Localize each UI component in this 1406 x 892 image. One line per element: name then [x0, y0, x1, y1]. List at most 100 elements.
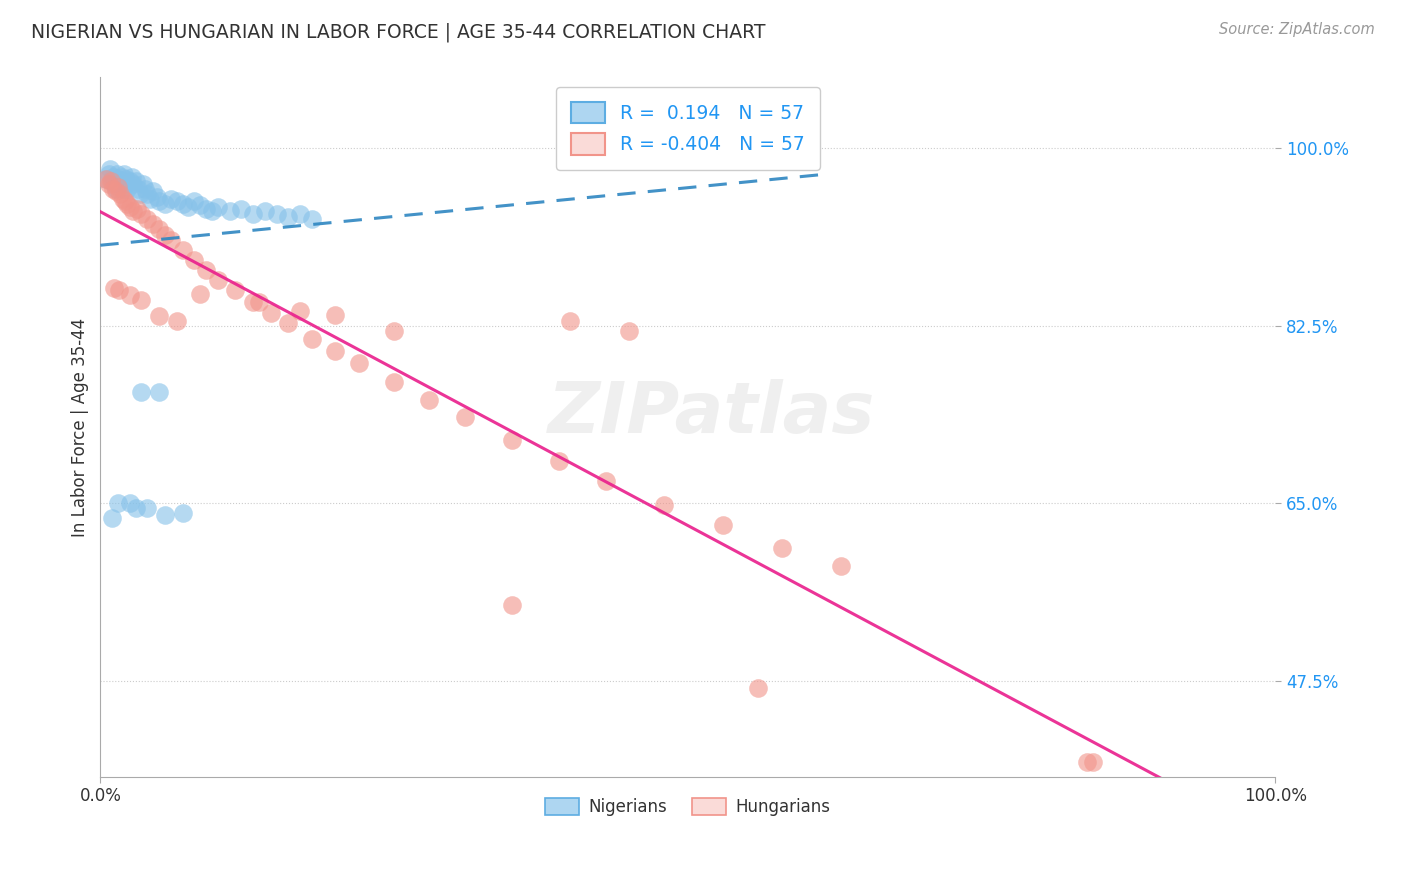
Point	[136, 187, 159, 202]
Point	[301, 212, 323, 227]
Point	[747, 681, 769, 695]
Point	[195, 202, 218, 217]
Point	[108, 283, 131, 297]
Text: NIGERIAN VS HUNGARIAN IN LABOR FORCE | AGE 35-44 CORRELATION CHART: NIGERIAN VS HUNGARIAN IN LABOR FORCE | A…	[31, 22, 765, 42]
Point	[183, 252, 205, 267]
Point	[112, 167, 135, 181]
Point	[242, 295, 264, 310]
Point	[96, 171, 118, 186]
Point	[104, 184, 127, 198]
Point	[253, 204, 276, 219]
Point	[134, 182, 156, 196]
Point	[114, 194, 136, 208]
Point	[131, 384, 153, 399]
Point	[110, 169, 132, 184]
Point	[101, 174, 124, 188]
Point	[347, 356, 370, 370]
Point	[218, 204, 240, 219]
Point	[188, 198, 211, 212]
Point	[103, 169, 125, 184]
Point	[114, 177, 136, 191]
Point	[118, 496, 141, 510]
Point	[103, 182, 125, 196]
Point	[103, 177, 125, 191]
Point	[195, 263, 218, 277]
Point	[111, 192, 134, 206]
Point	[118, 174, 141, 188]
Point	[1083, 755, 1105, 769]
Point	[117, 197, 139, 211]
Point	[145, 190, 167, 204]
Point	[122, 204, 145, 219]
Point	[136, 501, 159, 516]
Point	[207, 273, 229, 287]
Point	[124, 174, 146, 188]
Point	[107, 180, 129, 194]
Point	[138, 192, 160, 206]
Point	[127, 182, 149, 196]
Point	[188, 287, 211, 301]
Point	[110, 174, 132, 188]
Point	[166, 194, 188, 208]
Point	[124, 501, 146, 516]
Point	[122, 177, 145, 191]
Point	[148, 222, 170, 236]
Point	[1076, 755, 1098, 769]
Point	[107, 171, 129, 186]
Point	[288, 207, 311, 221]
Point	[142, 184, 165, 198]
Point	[118, 200, 141, 214]
Point	[131, 207, 153, 221]
Point	[172, 506, 194, 520]
Y-axis label: In Labor Force | Age 35-44: In Labor Force | Age 35-44	[72, 318, 89, 537]
Point	[242, 207, 264, 221]
Legend: Nigerians, Hungarians: Nigerians, Hungarians	[537, 789, 839, 824]
Point	[166, 314, 188, 328]
Point	[418, 392, 440, 407]
Point	[97, 177, 120, 191]
Point	[153, 508, 176, 523]
Point	[247, 295, 270, 310]
Point	[595, 474, 617, 488]
Point	[266, 207, 288, 221]
Point	[224, 283, 246, 297]
Point	[117, 182, 139, 196]
Point	[301, 332, 323, 346]
Point	[183, 194, 205, 208]
Point	[711, 518, 734, 533]
Point	[547, 453, 569, 467]
Point	[560, 314, 582, 328]
Point	[153, 197, 176, 211]
Point	[101, 511, 124, 525]
Point	[148, 309, 170, 323]
Point	[453, 410, 475, 425]
Point	[125, 202, 148, 217]
Point	[153, 227, 176, 242]
Point	[654, 498, 676, 512]
Point	[110, 187, 132, 202]
Point	[136, 212, 159, 227]
Point	[129, 187, 152, 202]
Point	[118, 288, 141, 302]
Point	[207, 200, 229, 214]
Point	[100, 174, 122, 188]
Text: Source: ZipAtlas.com: Source: ZipAtlas.com	[1219, 22, 1375, 37]
Point	[108, 177, 131, 191]
Point	[111, 182, 134, 196]
Point	[501, 598, 523, 612]
Point	[107, 496, 129, 510]
Point	[277, 211, 299, 225]
Point	[288, 303, 311, 318]
Point	[103, 281, 125, 295]
Point	[115, 171, 138, 186]
Point	[131, 293, 153, 308]
Point	[260, 305, 283, 319]
Point	[617, 324, 640, 338]
Point	[382, 375, 405, 389]
Point	[382, 324, 405, 338]
Point	[172, 197, 194, 211]
Point	[131, 177, 153, 191]
Point	[770, 541, 793, 555]
Point	[97, 167, 120, 181]
Point	[160, 233, 183, 247]
